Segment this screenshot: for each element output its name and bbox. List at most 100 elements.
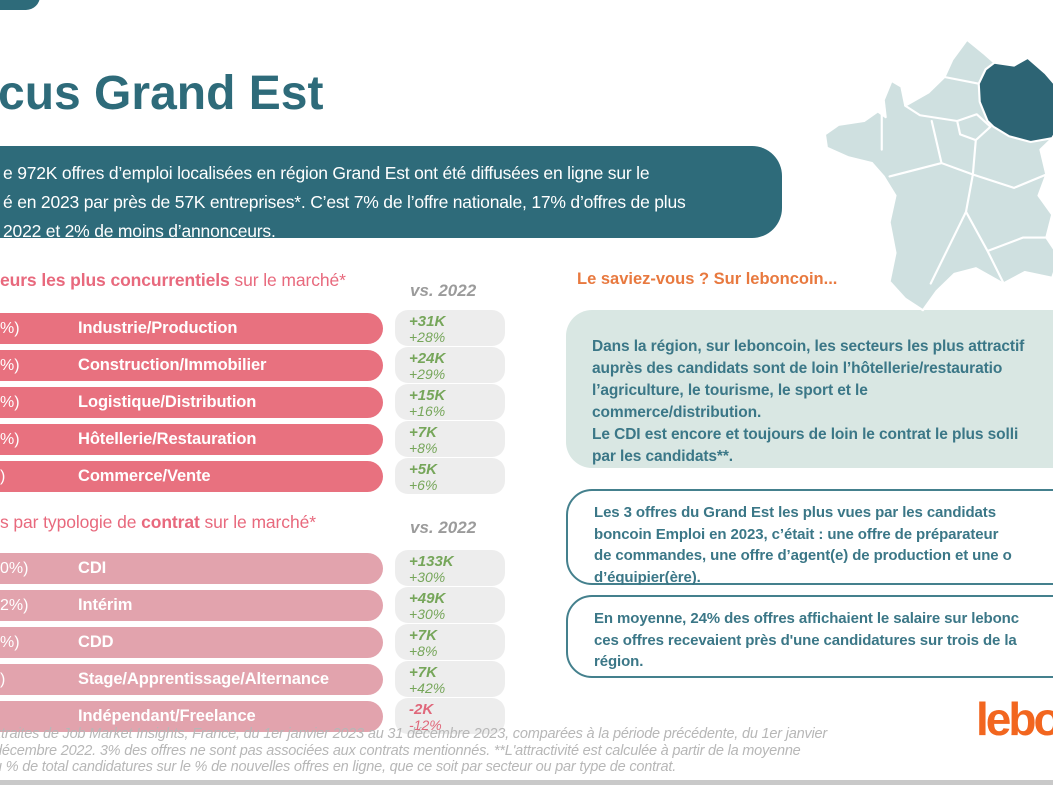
info-box: En moyenne, 24% des offres affichaient l… [566, 595, 1053, 678]
delta-value: +133K [409, 553, 454, 570]
vs-2022-pill: +24K +29% [395, 347, 505, 383]
bar-left-fragment: ) [0, 671, 6, 688]
bar-label: Stage/Apprentissage/Alternance [78, 670, 329, 688]
france-map [823, 38, 1053, 312]
info-box-line: boncoin Emploi en 2023, c’était : une of… [594, 525, 999, 543]
vs-2022-pill: -2K -12% [395, 698, 505, 734]
chart-contracts: s par typologie de contrat sur le marché… [0, 506, 520, 735]
category-bar: %) Industrie/Production [0, 313, 383, 344]
chart-title-segment: sur le marché* [229, 270, 346, 290]
info-box-line: auprès des candidats sont de loin l’hôte… [592, 360, 1003, 377]
delta-value: +49K [409, 590, 446, 607]
chart-sectors: eurs les plus concurrentiels sur le marc… [0, 264, 520, 495]
chart-title-segment: sur le marché* [199, 512, 316, 532]
bar-label: Indépendant/Freelance [78, 707, 256, 725]
info-box-line: d’équipier(ère). [594, 568, 701, 586]
bar-left-fragment: %) [0, 320, 20, 337]
bar-label: CDI [78, 559, 107, 577]
delta-percent: +6% [409, 477, 438, 493]
category-bar: 2%) Intérim [0, 590, 383, 621]
did-you-know-heading: Le saviez-vous ? Sur leboncoin... [577, 270, 838, 288]
top-banner-fragment [0, 0, 40, 10]
bar-label: Industrie/Production [78, 319, 238, 337]
delta-value: +7K [409, 627, 437, 644]
bar-label: Intérim [78, 596, 133, 614]
chart-contracts-title: s par typologie de contrat sur le marché… [0, 512, 316, 533]
vs-2022-label: vs. 2022 [410, 518, 477, 537]
chart-row: 2%) Intérim +49K +30% [0, 587, 520, 624]
region-borders [880, 75, 1048, 285]
delta-percent: +16% [409, 403, 446, 419]
category-bar: ) Stage/Apprentissage/Alternance [0, 664, 383, 695]
delta-percent: +30% [409, 606, 446, 622]
bottom-band-fragment [0, 780, 1053, 785]
category-bar: %) CDD [0, 627, 383, 658]
delta-value: +5K [409, 461, 437, 478]
delta-percent: +29% [409, 366, 446, 382]
intro-line: é en 2023 par près de 57K entreprises*. … [3, 192, 686, 212]
intro-text: e 972K offres d’emploi localisées en rég… [0, 146, 782, 246]
bar-label: Commerce/Vente [78, 467, 211, 485]
info-box-line: En moyenne, 24% des offres affichaient l… [594, 610, 1019, 627]
chart-row: %) Hôtellerie/Restauration +7K +8% [0, 421, 520, 458]
delta-value: +7K [409, 424, 437, 441]
info-box-line: ces offres recevaient près d'une candida… [594, 631, 1017, 649]
chart-title-segment: s par typologie de [0, 512, 142, 532]
category-bar: Indépendant/Freelance [0, 701, 383, 732]
delta-value: +15K [409, 387, 446, 404]
chart-sectors-header: eurs les plus concurrentiels sur le marc… [0, 264, 520, 310]
delta-value: +24K [409, 350, 446, 367]
delta-percent: +30% [409, 569, 446, 585]
info-box-line: l’agriculture, le tourisme, le sport et … [592, 382, 868, 399]
chart-row: 0%) CDI +133K +30% [0, 550, 520, 587]
vs-2022-pill: +7K +42% [395, 661, 505, 697]
bar-left-fragment: 0%) [0, 560, 29, 577]
delta-percent: +42% [409, 680, 446, 696]
bar-left-fragment: 2%) [0, 597, 29, 614]
footnote-line: xtraites de Job Market Insights, France,… [0, 726, 828, 742]
chart-row: Indépendant/Freelance -2K -12% [0, 698, 520, 735]
delta-percent: +8% [409, 643, 438, 659]
category-bar: 0%) CDI [0, 553, 383, 584]
category-bar: %) Hôtellerie/Restauration [0, 424, 383, 455]
info-box: Dans la région, sur leboncoin, les secte… [566, 310, 1053, 468]
bar-left-fragment: %) [0, 634, 20, 651]
vs-2022-pill: +31K +28% [395, 310, 505, 346]
bar-left-fragment: %) [0, 431, 20, 448]
info-box-line: Le CDI est encore et toujours de loin le… [592, 426, 1019, 443]
category-bar: %) Logistique/Distribution [0, 387, 383, 418]
info-box-line: commerce/distribution. [592, 404, 762, 421]
page-title: cus Grand Est [0, 67, 324, 120]
bar-label: CDD [78, 633, 114, 651]
footnote-line: u % de total candidatures sur le % de no… [0, 759, 677, 775]
vs-2022-label: vs. 2022 [410, 281, 477, 300]
bar-label: Hôtellerie/Restauration [78, 430, 257, 448]
chart-contracts-header: s par typologie de contrat sur le marché… [0, 506, 520, 550]
leboncoin-logo: lebo [976, 693, 1053, 745]
chart-row: ) Stage/Apprentissage/Alternance +7K +42% [0, 661, 520, 698]
delta-percent: +8% [409, 440, 438, 456]
delta-value: +31K [409, 313, 446, 330]
chart-row: ) Commerce/Vente +5K +6% [0, 458, 520, 495]
vs-2022-pill: +15K +16% [395, 384, 505, 420]
bar-label: Construction/Immobilier [78, 356, 267, 374]
bar-left-fragment: %) [0, 394, 20, 411]
chart-sectors-title: eurs les plus concurrentiels sur le marc… [0, 270, 346, 291]
intro-line: 2022 et 2% de moins d’annonceurs. [3, 221, 276, 241]
info-box: Les 3 offres du Grand Est les plus vues … [566, 489, 1053, 586]
footnote-line: décembre 2022. 3% des offres ne sont pas… [0, 742, 801, 759]
chart-row: %) Construction/Immobilier +24K +29% [0, 347, 520, 384]
intro-line: e 972K offres d’emploi localisées en rég… [3, 163, 650, 183]
delta-value: +7K [409, 664, 437, 681]
vs-2022-pill: +7K +8% [395, 624, 505, 660]
chart-row: %) Industrie/Production +31K +28% [0, 310, 520, 347]
vs-2022-pill: +7K +8% [395, 421, 505, 457]
info-box-line: par les candidats**. [592, 448, 734, 465]
info-box-line: Dans la région, sur leboncoin, les secte… [592, 338, 1025, 355]
vs-2022-pill: +49K +30% [395, 587, 505, 623]
footnote: xtraites de Job Market Insights, France,… [0, 726, 827, 776]
chart-title-segment: contrat [141, 512, 200, 532]
chart-sectors-rows: %) Industrie/Production +31K +28%%) Construc… [0, 310, 520, 495]
bar-left-fragment: %) [0, 357, 20, 374]
delta-value: -2K [409, 701, 434, 718]
